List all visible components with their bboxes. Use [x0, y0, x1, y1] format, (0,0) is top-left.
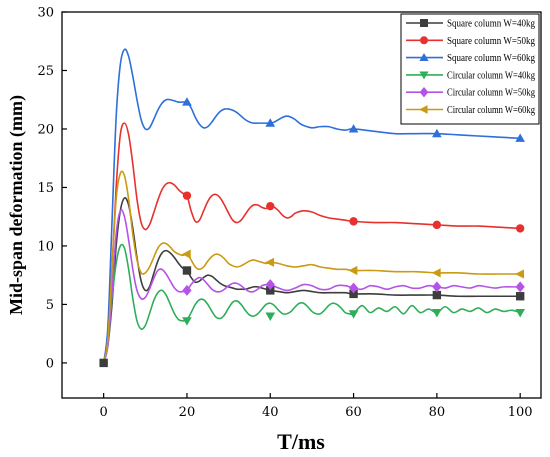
legend-label-2: Square column W=50kg [447, 36, 535, 47]
legend-label-3: Square column W=60kg [447, 53, 535, 64]
series-1-marker [515, 292, 525, 301]
plot-lines [102, 48, 521, 364]
series-6-marker [265, 257, 275, 267]
series-6-marker [348, 265, 358, 276]
plot-frame [61, 11, 542, 399]
x-tick-label: 40 [262, 405, 279, 420]
series-3-marker [432, 128, 442, 138]
legend-label-6: Circular column W=60kg [447, 105, 535, 116]
series-2-marker [266, 201, 275, 211]
series-5-marker [348, 282, 359, 294]
x-tick-label: 0 [100, 405, 108, 420]
axis-ticks [62, 11, 521, 398]
y-tick-label: 20 [37, 122, 54, 137]
series-5-marker [265, 279, 275, 290]
series-1-marker [349, 289, 358, 299]
plot-markers [99, 97, 526, 368]
series-1-marker [432, 290, 442, 300]
series-1-marker [266, 286, 275, 295]
series-6-marker [431, 268, 441, 278]
series-2-marker [182, 191, 192, 200]
series-2-marker [349, 217, 358, 226]
y-tick-label: 15 [37, 181, 54, 196]
series-4-marker [515, 309, 526, 318]
y-tick-label: 0 [46, 356, 54, 371]
legend-label-4: Circular column W=40kg [447, 70, 535, 81]
legend-marker-5 [419, 87, 429, 98]
series-6-marker [181, 249, 191, 259]
y-tick-label: 25 [37, 64, 54, 79]
series-4-marker [182, 317, 192, 326]
y-tick-label: 30 [37, 6, 54, 21]
legend-label-1: Square column W=40kg [447, 19, 535, 30]
x-tick-label: 100 [508, 405, 533, 420]
series-line-5 [102, 209, 521, 364]
series-4-marker [265, 312, 276, 321]
series-4-marker [432, 309, 442, 318]
series-line-3 [102, 48, 521, 364]
legend-label-5: Circular column W=50kg [447, 88, 535, 99]
series-6-marker [515, 269, 524, 279]
x-tick-label: 20 [179, 405, 196, 420]
series-2-marker [432, 220, 442, 230]
legend-box [400, 13, 540, 125]
series-3-marker [515, 133, 526, 142]
series-3-marker [348, 124, 359, 133]
series-line-6 [102, 170, 521, 364]
series-1-marker [99, 358, 108, 368]
x-tick-label: 60 [345, 405, 362, 420]
series-2-marker [515, 224, 525, 233]
legend-marker-4 [419, 71, 429, 80]
series-3-marker [182, 97, 192, 106]
y-tick-label: 5 [46, 298, 54, 313]
legend: Square column W=40kg Square column W=50kg… [400, 13, 540, 125]
series-5-marker [182, 284, 192, 296]
x-axis-title: T/ms [277, 429, 325, 454]
series-3-marker [265, 118, 276, 127]
series-5-marker [515, 281, 525, 293]
y-axis-title: Mid-span deformation (mm) [6, 95, 27, 315]
tick-labels: 0 20 40 60 80 100 0 5 10 15 20 25 30 [37, 6, 532, 421]
series-line-4 [102, 243, 521, 364]
series-4-marker [348, 310, 359, 319]
series-line-2 [102, 122, 521, 364]
legend-marker-6 [419, 105, 428, 114]
legend-marker-3 [419, 53, 429, 61]
legend-marker-1 [420, 19, 428, 27]
series-5-marker [432, 281, 442, 293]
x-tick-label: 80 [429, 405, 446, 420]
y-tick-label: 10 [37, 239, 54, 254]
series-line-1 [102, 197, 521, 364]
legend-marker-2 [420, 36, 428, 45]
series-1-marker [182, 266, 192, 275]
